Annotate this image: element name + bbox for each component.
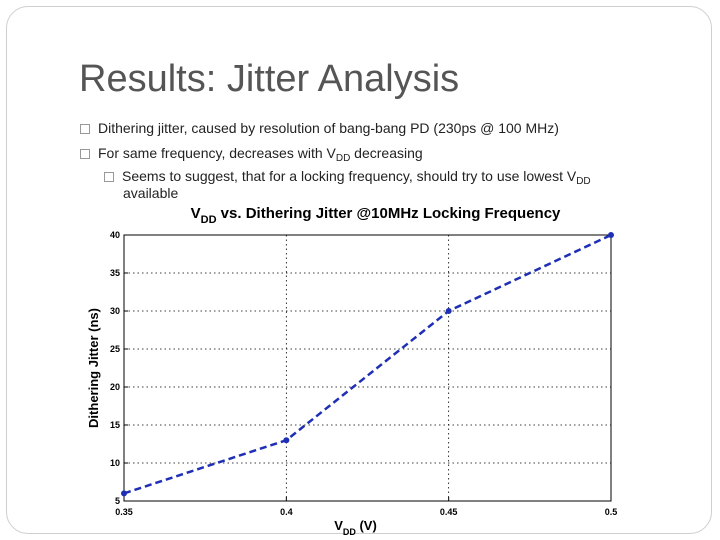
x-tick-label: 0.45: [440, 507, 458, 517]
slide-frame: [6, 6, 712, 534]
x-axis-label: VDD (V): [334, 518, 377, 537]
y-axis-label: Dithering Jitter (ns): [86, 308, 101, 428]
sub-bullet-1-subscript: DD: [576, 176, 591, 187]
y-tick-label: 35: [110, 268, 120, 278]
bullet-2-subscript: DD: [335, 153, 351, 164]
x-tick-label: 0.5: [605, 507, 618, 517]
chart-title-subscript: DD: [201, 214, 217, 226]
x-tick-label: 0.35: [115, 507, 133, 517]
series-line: [123, 233, 612, 495]
checkbox-bullet-icon: [80, 149, 90, 159]
data-point: [283, 437, 290, 444]
checkbox-bullet-icon: [104, 172, 114, 182]
y-tick-label: 30: [110, 306, 120, 316]
slide-title: Results: Jitter Analysis: [79, 58, 460, 100]
data-point: [121, 490, 127, 497]
chart-title: VDD vs. Dithering Jitter @10MHz Locking …: [191, 205, 561, 226]
x-tick-label: 0.4: [280, 507, 293, 517]
x-axis-label-rest: (V): [356, 518, 377, 533]
chart-title-rest: vs. Dithering Jitter @10MHz Locking Freq…: [217, 205, 562, 222]
data-point: [445, 308, 452, 314]
y-tick-label: 5: [115, 496, 120, 506]
x-axis-label-subscript: DD: [343, 527, 356, 537]
chart-title-v: V: [191, 205, 201, 222]
x-axis-label-v: V: [334, 518, 343, 533]
bullet-2-text-a: For same frequency, decreases with V: [98, 145, 336, 161]
bullet-1-text: Dithering jitter, caused by resolution o…: [98, 120, 559, 136]
y-tick-label: 20: [110, 382, 120, 392]
y-tick-label: 40: [110, 230, 120, 240]
data-point: [608, 232, 614, 238]
sub-bullet-1-text: Seems to suggest, that for a locking fre…: [122, 168, 577, 184]
bullet-2-text-b: decreasing: [350, 145, 423, 161]
y-tick-label: 15: [110, 420, 120, 430]
bullet-1: Dithering jitter, caused by resolution o…: [80, 120, 559, 136]
sub-bullet-1: Seems to suggest, that for a locking fre…: [104, 168, 591, 187]
checkbox-bullet-icon: [80, 124, 90, 134]
y-tick-label: 25: [110, 344, 120, 354]
bullet-2: For same frequency, decreases with VDD d…: [80, 145, 423, 164]
y-tick-label: 10: [110, 458, 120, 468]
sub-bullet-1-line2: available: [123, 185, 179, 201]
plot-area: [123, 234, 612, 502]
